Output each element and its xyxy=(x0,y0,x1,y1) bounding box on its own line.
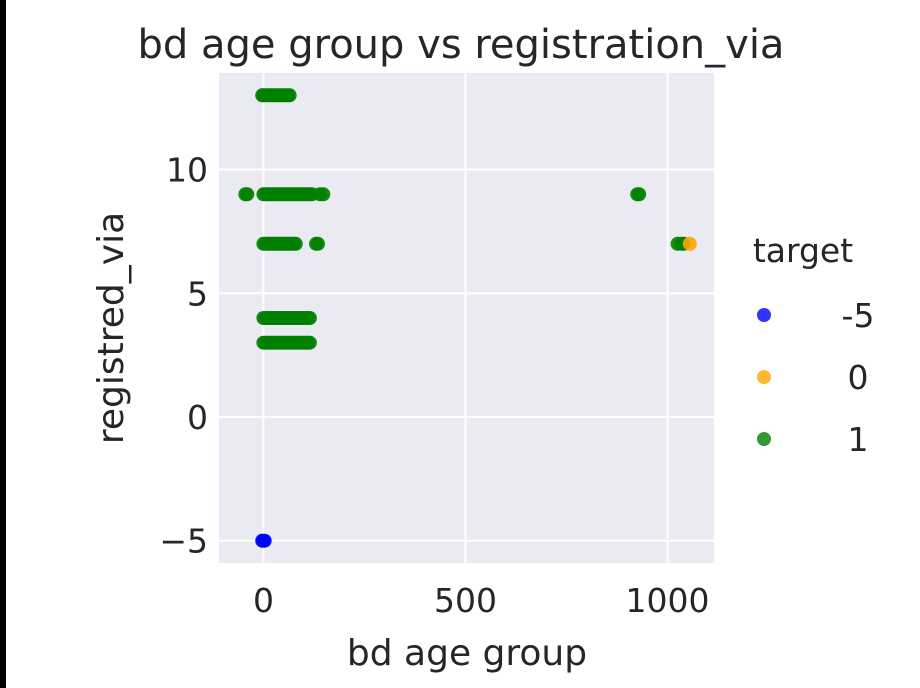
data-point-target-0 xyxy=(682,236,697,251)
chart-frame: 0 500 1000 −5 0 5 10 bd age group vs registra… xyxy=(6,0,920,688)
legend-label: 1 xyxy=(848,420,869,459)
x-tick-label: 0 xyxy=(253,581,274,620)
legend-marker xyxy=(757,308,771,322)
data-point-target-1 xyxy=(302,335,317,350)
y-axis-ticks: −5 0 5 10 xyxy=(159,151,208,561)
y-tick-label: 0 xyxy=(187,398,208,437)
legend-title: target xyxy=(753,231,853,270)
y-tick-label: 5 xyxy=(187,274,208,313)
data-points xyxy=(238,88,697,548)
data-point-target-1 xyxy=(311,236,325,251)
y-tick-label: −5 xyxy=(159,522,208,561)
legend-label: 0 xyxy=(848,358,869,397)
x-axis-label: bd age group xyxy=(347,633,587,674)
data-point-target-1 xyxy=(632,187,647,202)
chart-title: bd age group vs registration_via xyxy=(138,22,785,68)
y-axis-label: registred_via xyxy=(91,212,132,444)
data-point-target-1 xyxy=(302,311,317,325)
x-tick-label: 1000 xyxy=(626,581,710,620)
legend: target -5 0 1 xyxy=(753,231,875,459)
grid-lines xyxy=(219,73,714,563)
legend-marker xyxy=(757,370,771,384)
data-point-target-1 xyxy=(288,236,303,251)
legend-marker xyxy=(757,432,771,446)
data-point-target-1 xyxy=(240,187,255,202)
data-point-target-1 xyxy=(316,187,331,202)
legend-label: -5 xyxy=(842,296,875,335)
data-point-target--5 xyxy=(257,533,272,548)
x-axis-ticks: 0 500 1000 xyxy=(253,581,710,620)
x-tick-label: 500 xyxy=(434,581,497,620)
data-point-target-1 xyxy=(282,88,297,103)
y-tick-label: 10 xyxy=(166,151,208,190)
